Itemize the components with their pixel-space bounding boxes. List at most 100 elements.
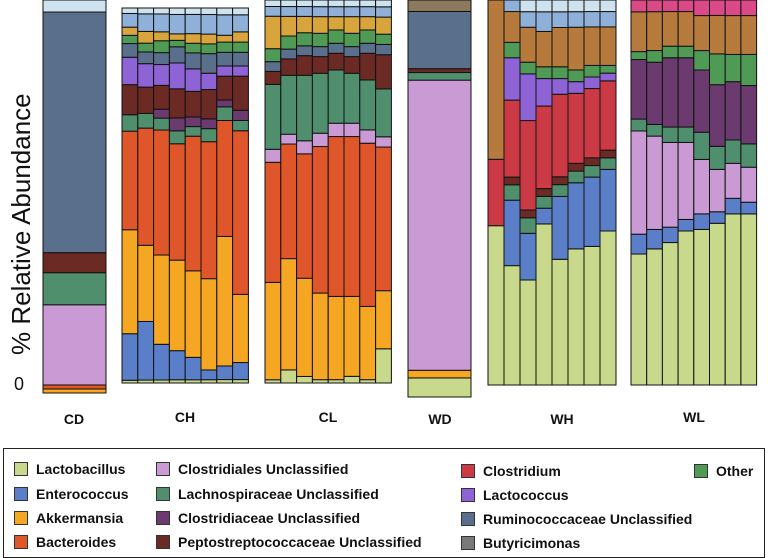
bar-segment-ch-7-akkermansia <box>216 235 234 367</box>
bar-segment-wh-2-peptostreptococcaceae-unclassified <box>503 176 521 186</box>
bar-segment-wl-7-other <box>724 53 742 83</box>
legend-label: Peptostreptococcaceae Unclassified <box>178 534 422 550</box>
bar-segment-wl-7-enterococcus <box>724 197 742 215</box>
bar-segment-ch-6-enterococcus <box>200 369 218 381</box>
bar-segment-wl-6-lachnospiraceae-unclassified <box>709 145 726 170</box>
bar-segment-ch-8-ruminococcaceae-unclassified <box>232 51 249 67</box>
bar-segment-ch-1-other <box>121 34 139 45</box>
bar-segment-wl-6-clostridiaceae-unclassified <box>709 84 726 147</box>
legend-swatch <box>156 535 170 549</box>
legend-swatch <box>14 487 28 501</box>
bar-segment-wl-3-other <box>661 45 679 59</box>
bar-segment-wl-2-clostridiaceae-unclassified <box>646 61 663 125</box>
bar-segment-cl-1-ruminococcus <box>264 15 282 50</box>
bar-segment-wh-1-clostridium <box>487 158 505 227</box>
bar-segment-ch-7-ruminococcus <box>216 34 234 43</box>
legend-label: Enterococcus <box>36 486 129 502</box>
bar-segment-ch-7-clostridiaceae-unclassified <box>216 99 234 108</box>
group-label-wl: WL <box>683 409 705 425</box>
bar-segment-ch-3-clostridiaceae-unclassified <box>153 108 170 119</box>
bar-segment-cl-3-clostridiales-unclassified <box>296 140 313 155</box>
bar-segment-wl-5-enterococcus <box>693 213 710 230</box>
bar-segment-ch-3-enterococcus <box>153 343 170 381</box>
bar-segment-ch-8-clostridiaceae-unclassified <box>232 109 249 121</box>
bar-segment-cl-3-akkermansia <box>296 277 313 377</box>
bar-segment-wl-8-lachnospiraceae-unclassified <box>740 143 758 168</box>
legend-item-lachnospiraceae-unclassified: Lachnospiraceae Unclassified <box>156 486 379 502</box>
bar-segment-wh-2-other <box>503 41 521 59</box>
bar-segment-cl-3-lactobacillus <box>296 375 313 384</box>
bar-segment-cl-8-other <box>375 33 392 45</box>
bar-segment-ch-1-lactococcus <box>121 56 139 86</box>
bar-segment-ch-6-akkermansia <box>200 278 218 371</box>
bar-segment-wh-8-peptostreptococcaceae-unclassified <box>599 149 617 159</box>
bar-segment-ch-1-oscillospira <box>121 7 139 14</box>
bar-segment-ch-3-ruminococcaceae-unclassified <box>153 52 170 66</box>
bar-segment-ch-2-oscillospira <box>137 7 155 15</box>
bar-area <box>42 0 758 398</box>
bar-segment-wl-8-enterococcus <box>740 201 758 215</box>
bar-segment-wh-6-clostridium <box>567 92 585 164</box>
bar-segment-cl-2-other <box>280 35 298 50</box>
bar-segment-wl-3-clostridiaceae-unclassified <box>661 57 679 128</box>
bar-segment-wl-3-enterococcus <box>661 226 679 244</box>
bar-segment-cl-5-lachnospiraceae-unclassified <box>327 69 345 124</box>
bar-segment-ch-3-bacteroides <box>153 129 170 256</box>
bar-segment-ch-8-bacteroides <box>232 130 249 295</box>
bar-segment-cl-3-other <box>296 32 313 47</box>
bar-segment-ch-1-peptostreptococcaceae-unclassified <box>121 84 139 116</box>
bar-segment-cl-1-other <box>264 48 282 63</box>
group-label-cl: CL <box>319 409 338 425</box>
bar-segment-cl-8-ruminococcaceae-unclassified <box>375 43 392 56</box>
bar-segment-cl-4-lachnospiraceae-unclassified <box>311 72 329 134</box>
bar-segment-ch-6-blautia <box>200 14 218 35</box>
legend-item-ruminococcaceae-unclassified: Ruminococcaceae Unclassified <box>461 511 692 527</box>
bar-segment-cl-3-ruminococcus <box>296 15 313 34</box>
bar-segment-cl-7-other <box>359 29 377 44</box>
bar-segment-ch-6-oscillospira <box>200 7 218 16</box>
legend-swatch <box>156 487 170 501</box>
bar-segment-cl-6-lactobacillus <box>343 375 361 384</box>
bar-segment-wl-1-lactobacillus <box>630 253 648 386</box>
bar-segment-cl-7-clostridiales-unclassified <box>359 129 377 144</box>
bar-segment-cl-3-blautia <box>296 6 313 17</box>
bar-segment-ch-3-blautia <box>153 13 170 33</box>
legend-label: Other <box>716 463 754 479</box>
bar-segment-cl-8-akkermansia <box>375 290 392 350</box>
legend-item-clostridiales-unclassified: Clostridiales Unclassified <box>156 461 348 477</box>
bar-segment-cl-4-oscillospira <box>311 0 329 8</box>
bar-segment-ch-5-akkermansia <box>184 270 202 358</box>
bar-segment-wh-2-erysipelotrichaceae <box>503 11 521 43</box>
bar-segment-cd-1-peptostreptococcaceae-unclassified <box>42 252 107 274</box>
bar-segment-wh-7-lachnospiraceae-unclassified <box>583 165 601 178</box>
bar-segment-cl-4-ruminococcus <box>311 16 329 34</box>
y-axis-label: % Relative Abundance <box>6 93 36 355</box>
bar-segment-cl-4-ruminococcaceae-unclassified <box>311 46 329 58</box>
bar-segment-wh-4-oscillospira <box>535 0 553 13</box>
bar-segment-wh-4-clostridium <box>535 105 553 190</box>
bar-segment-cd-1-ruminococcaceae-unclassified <box>42 11 107 254</box>
bar-segment-cl-5-akkermansia <box>327 295 345 381</box>
bar-segment-wh-5-lactobacillus <box>551 258 569 386</box>
bar-segment-ch-3-lachnospiraceae-unclassified <box>153 117 170 131</box>
bar-segment-ch-1-lachnospiraceae-unclassified <box>121 114 139 132</box>
bar-segment-cl-3-bacteroides <box>296 153 313 279</box>
group-label-ch: CH <box>175 409 195 425</box>
legend-label: Lactococcus <box>483 487 569 503</box>
bar-segment-ch-1-ruminococcus <box>121 26 139 36</box>
bar-segment-wl-2-lactobacillus <box>646 248 663 386</box>
bar-segment-wh-3-erysipelotrichaceae <box>519 26 537 63</box>
bar-segment-ch-4-bacteroides <box>168 143 186 261</box>
bar-segment-cl-1-blautia <box>264 5 282 17</box>
bar-segment-cd-1-bacteroides <box>42 384 107 390</box>
legend-item-bacteroides: Bacteroides <box>14 534 116 550</box>
bar-segment-cl-2-peptostreptococcaceae-unclassified <box>280 58 298 76</box>
bar-segment-ch-4-ruminococcus <box>168 33 186 41</box>
bar-segment-wl-8-erysipelotrichaceae <box>740 15 758 55</box>
bar-segment-wl-5-streptococcus <box>693 0 710 17</box>
bar-segment-wh-7-oscillospira <box>583 0 601 13</box>
bar-segment-wd-1-peptostreptococcaceae-unclassified <box>407 68 472 74</box>
bar-segment-cl-5-blautia <box>327 6 345 18</box>
bar-segment-wl-6-other <box>709 53 726 86</box>
bar-segment-wd-1-clostridiales-unclassified <box>407 79 472 371</box>
